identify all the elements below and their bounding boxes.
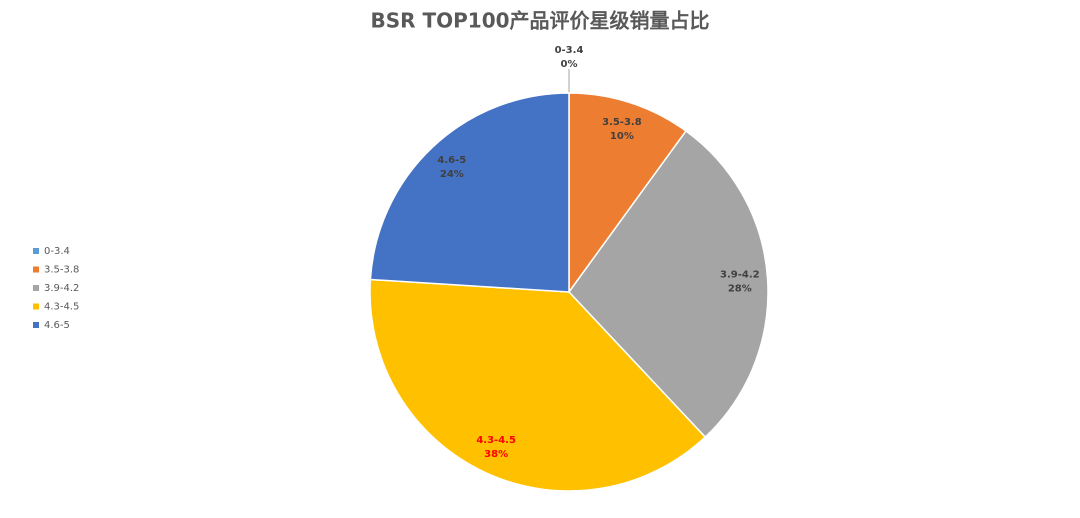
legend-swatch [33, 285, 39, 291]
pie-slice [369, 92, 570, 293]
legend-label: 3.5-3.8 [44, 265, 79, 276]
legend-swatch [33, 303, 39, 310]
data-label: 0-3.4 0% [555, 45, 584, 70]
data-label-category: 4.6-5 [437, 155, 466, 166]
legend-label: 4.3-4.5 [44, 302, 79, 313]
chart-title: BSR TOP100产品评价星级销量占比 [370, 9, 709, 33]
pie-slice [568, 92, 688, 295]
legend-label: 3.9-4.2 [44, 283, 79, 294]
legend-swatch [33, 248, 39, 254]
data-label-category: 3.9-4.2 [720, 269, 760, 280]
data-label-category: 0-3.4 [555, 45, 584, 56]
legend-swatch [33, 322, 39, 328]
data-label: 3.5-3.8 10% [602, 117, 642, 142]
data-label: 3.9-4.2 28% [720, 269, 760, 294]
data-label-value: 10% [610, 131, 634, 142]
data-label-category: 4.3-4.5 [476, 435, 516, 446]
data-label: 4.6-5 24% [437, 155, 466, 180]
pie-slice [369, 278, 707, 492]
legend-label: 4.6-5 [44, 320, 70, 331]
data-label: 4.3-4.5 38% [476, 435, 516, 460]
data-label-category: 3.5-3.8 [602, 117, 642, 128]
pie-slice [568, 129, 769, 439]
legend-swatch [33, 266, 39, 273]
data-label-value: 38% [484, 449, 508, 460]
legend-label: 0-3.4 [44, 246, 70, 257]
data-label-value: 0% [561, 59, 578, 70]
data-label-value: 24% [440, 169, 464, 180]
data-label-value: 28% [728, 283, 752, 294]
